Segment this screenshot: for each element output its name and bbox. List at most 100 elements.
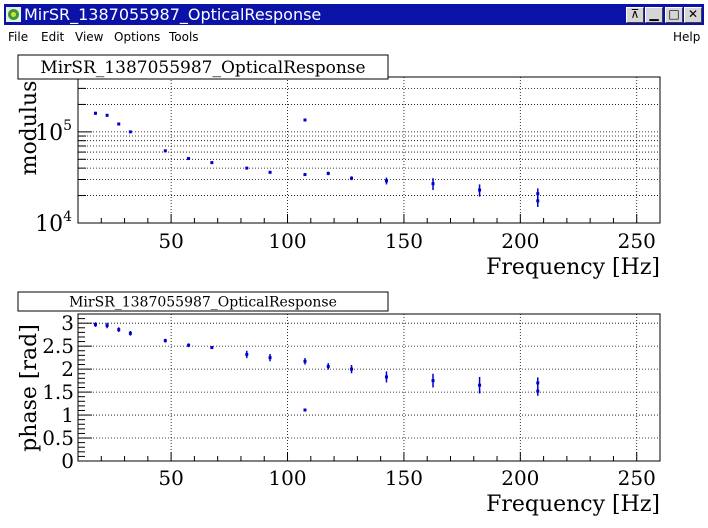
menu-file[interactable]: File — [8, 30, 29, 44]
root-app-icon — [6, 7, 21, 22]
y-tick-label: 104 — [35, 209, 72, 237]
point-marker — [268, 170, 272, 174]
x-tick-label: 100 — [268, 466, 306, 490]
data-point — [93, 322, 97, 327]
data-point — [268, 353, 272, 362]
chart-title: MirSR_1387055987_OpticalResponse — [40, 58, 365, 78]
data-point — [478, 184, 482, 197]
x-tick-label: 50 — [158, 229, 183, 253]
point-marker — [210, 161, 214, 165]
point-marker — [536, 389, 540, 393]
plot-frame — [77, 76, 661, 224]
data-point — [303, 358, 307, 365]
point-marker — [105, 323, 109, 327]
data-point — [303, 173, 307, 177]
pin-icon: ⊼ — [630, 7, 640, 21]
data-point — [478, 376, 482, 394]
y-tick-label: 2 — [61, 357, 74, 381]
data-point — [326, 363, 330, 370]
data-point — [187, 343, 191, 348]
close-button[interactable]: ✕ — [684, 7, 702, 23]
x-tick-label: 250 — [618, 229, 656, 253]
point-marker — [128, 130, 132, 134]
pin-button[interactable]: ⊼ — [626, 7, 644, 23]
data-point — [210, 346, 214, 350]
point-marker — [431, 182, 435, 186]
data-point — [187, 157, 191, 161]
x-tick-label: 250 — [618, 466, 656, 490]
data-point — [117, 327, 121, 332]
minimize-icon: ▁ — [649, 7, 659, 21]
point-marker — [163, 339, 167, 343]
titlebar-background — [4, 4, 704, 25]
x-axis-label: Frequency [Hz] — [486, 492, 660, 517]
point-marker — [350, 367, 354, 371]
y-tick-label: 0 — [61, 449, 74, 473]
data-point — [350, 176, 354, 181]
menu-view[interactable]: View — [75, 30, 104, 44]
window-title: MirSR_1387055987_OpticalResponse — [24, 5, 322, 24]
chart-title: MirSR_1387055987_OpticalResponse — [69, 294, 337, 310]
data-point — [384, 177, 388, 185]
data-point — [326, 171, 330, 176]
point-marker — [105, 113, 109, 117]
point-marker — [536, 192, 540, 196]
y-axis-label: modulus — [17, 81, 42, 176]
chart-title-box — [17, 54, 389, 80]
close-icon: ✕ — [687, 7, 699, 21]
data-point — [210, 161, 214, 165]
point-marker — [117, 328, 121, 332]
data-point — [431, 373, 435, 388]
data-point — [117, 122, 121, 126]
point-marker — [303, 408, 307, 412]
data-point — [128, 130, 132, 134]
x-tick-label: 200 — [501, 229, 539, 253]
y-tick-label: 105 — [35, 118, 72, 146]
data-point — [303, 408, 307, 412]
menu-tools[interactable]: Tools — [169, 30, 199, 44]
point-marker — [245, 352, 249, 356]
point-marker — [163, 149, 167, 153]
point-marker — [326, 364, 330, 368]
x-tick-label: 100 — [268, 229, 306, 253]
point-marker — [93, 323, 97, 327]
data-point — [105, 322, 109, 329]
data-point — [268, 170, 272, 174]
x-axis-label: Frequency [Hz] — [486, 255, 660, 280]
y-tick-label: 3 — [61, 311, 74, 335]
point-marker — [303, 173, 307, 177]
point-marker — [350, 176, 354, 180]
point-marker — [245, 166, 249, 170]
point-marker — [128, 331, 132, 335]
menu-bar: File Edit View Options Tools Help — [0, 28, 708, 48]
menu-options[interactable]: Options — [114, 30, 161, 44]
data-point — [303, 118, 307, 122]
point-marker — [187, 157, 191, 161]
maximize-button[interactable]: □ — [665, 7, 683, 23]
point-marker — [478, 383, 482, 387]
data-point — [536, 195, 540, 207]
chart-title-box — [17, 291, 389, 312]
point-marker — [187, 343, 191, 347]
x-tick-label: 150 — [385, 229, 423, 253]
x-tick-label: 150 — [385, 466, 423, 490]
menu-help[interactable]: Help — [673, 30, 701, 44]
data-point — [431, 178, 435, 191]
data-point — [245, 166, 249, 170]
data-point — [105, 113, 109, 117]
data-point — [245, 350, 249, 359]
x-tick-label: 200 — [501, 466, 539, 490]
window-titlebar: MirSR_1387055987_OpticalResponse ⊼ ▁ □ ✕ — [0, 0, 708, 28]
data-point — [163, 149, 167, 153]
data-point — [163, 338, 167, 343]
menu-edit[interactable]: Edit — [41, 30, 65, 44]
point-marker — [210, 346, 214, 350]
plot-frame — [77, 313, 661, 462]
minimize-button[interactable]: ▁ — [645, 7, 663, 23]
y-tick-label: 2.5 — [42, 334, 74, 358]
data-point — [93, 111, 97, 115]
data-point — [536, 386, 540, 396]
point-marker — [268, 356, 272, 360]
